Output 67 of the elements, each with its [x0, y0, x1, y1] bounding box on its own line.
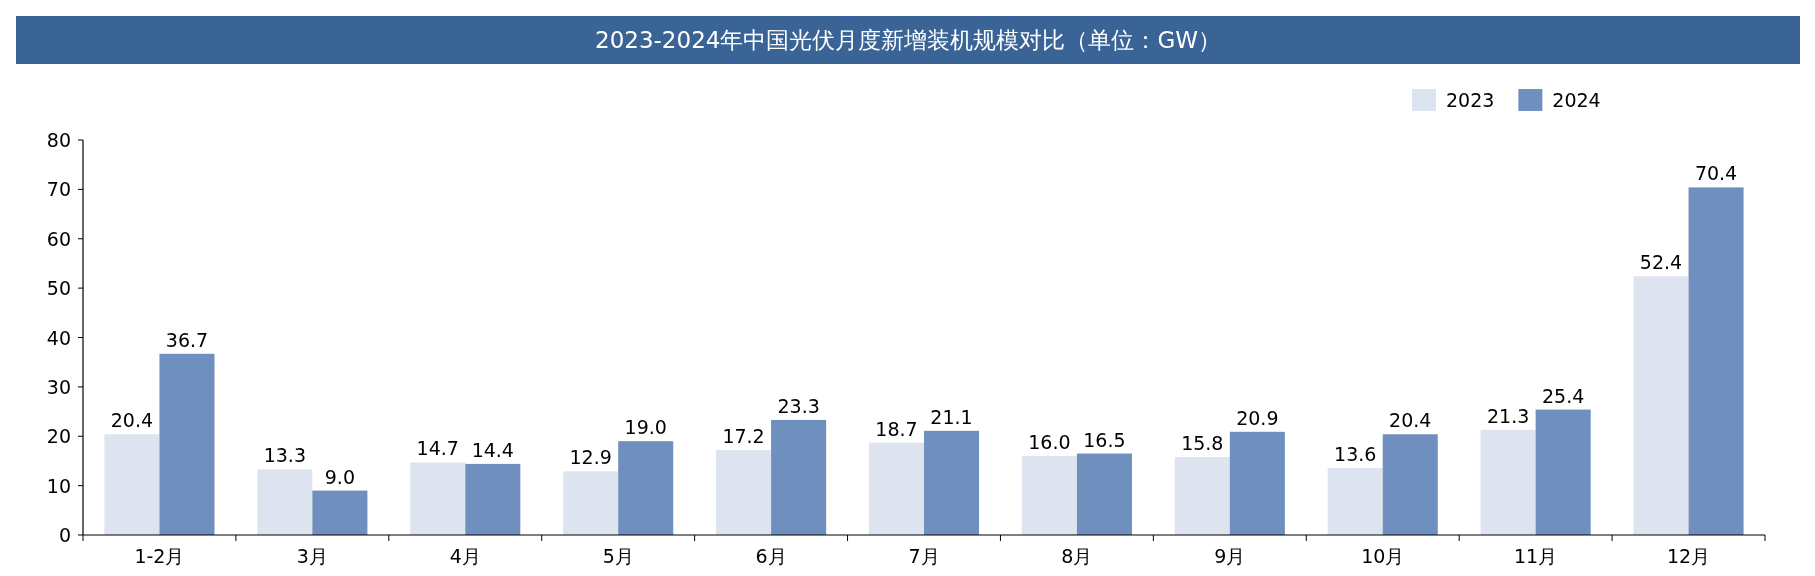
data-label: 9.0 [324, 465, 355, 488]
x-tick-label: 7月 [908, 545, 940, 567]
data-label: 15.8 [1181, 431, 1224, 454]
x-tick-label: 4月 [449, 545, 481, 567]
legend-label: 2024 [1552, 89, 1601, 111]
bar [1327, 467, 1383, 535]
y-tick-label: 70 [46, 178, 71, 201]
data-label: 14.4 [471, 438, 514, 461]
data-label: 21.1 [930, 405, 973, 428]
data-label: 13.3 [263, 444, 306, 467]
bar [868, 442, 924, 535]
data-label: 17.2 [722, 425, 765, 448]
bar [1076, 453, 1132, 535]
data-label: 70.4 [1694, 162, 1738, 185]
bar [410, 462, 466, 535]
bar [104, 434, 160, 535]
bar [1021, 456, 1077, 535]
x-tick-label: 1-2月 [134, 545, 185, 567]
x-tick-label: 10月 [1361, 545, 1405, 567]
data-label: 12.9 [569, 446, 612, 469]
y-tick-label: 0 [58, 524, 71, 546]
y-tick-label: 60 [46, 227, 71, 250]
data-label: 21.3 [1486, 404, 1530, 427]
x-tick-label: 5月 [602, 545, 634, 567]
data-label: 18.7 [875, 417, 918, 440]
data-label: 19.0 [624, 416, 667, 439]
bar [312, 490, 368, 535]
data-label: 20.4 [110, 409, 154, 432]
data-label: 14.7 [416, 437, 459, 460]
data-label: 16.5 [1083, 428, 1126, 451]
bar [1382, 434, 1438, 535]
data-label: 16.0 [1028, 431, 1071, 453]
bar [159, 353, 215, 535]
bar [1174, 456, 1230, 535]
bar [1535, 409, 1591, 535]
data-label: 36.7 [165, 328, 209, 351]
x-tick-label: 9月 [1214, 545, 1246, 567]
y-tick-label: 10 [46, 474, 71, 497]
bar [1633, 276, 1689, 535]
data-label: 13.6 [1334, 442, 1377, 465]
bar [465, 463, 521, 535]
x-tick-label: 6月 [755, 545, 787, 567]
data-label: 23.3 [777, 394, 820, 417]
y-tick-label: 20 [46, 425, 71, 448]
data-label: 20.4 [1389, 409, 1432, 432]
bar [1688, 187, 1744, 535]
bar [1480, 429, 1536, 535]
x-tick-label: 8月 [1061, 545, 1093, 567]
y-tick-label: 40 [46, 326, 71, 349]
bar [716, 450, 772, 535]
bar [618, 441, 674, 535]
y-tick-label: 50 [46, 277, 71, 300]
bar [924, 430, 980, 535]
data-label: 52.4 [1639, 251, 1683, 274]
bar [563, 471, 619, 535]
x-tick-label: 12月 [1666, 545, 1711, 567]
data-label: 20.9 [1236, 406, 1279, 429]
data-label: 25.4 [1542, 384, 1585, 407]
y-tick-label: 30 [46, 375, 71, 398]
legend-label: 2023 [1446, 89, 1495, 111]
chart-title: 2023-2024年中国光伏月度新增装机规模对比（单位：GW） [595, 27, 1221, 53]
bar [1229, 431, 1285, 535]
bar [771, 419, 827, 535]
y-tick-label: 80 [46, 129, 71, 151]
bar [257, 469, 313, 535]
x-tick-label: 3月 [296, 545, 328, 567]
x-tick-label: 11月 [1514, 545, 1558, 567]
